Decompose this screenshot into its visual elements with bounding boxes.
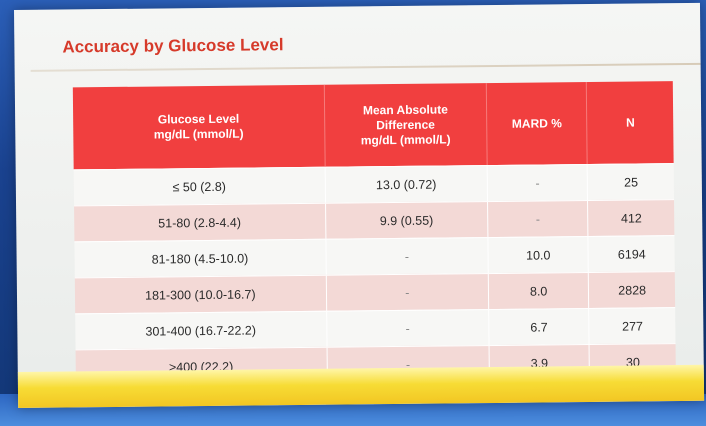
cell-glucose-level: 181-300 (10.0-16.7) xyxy=(74,275,327,314)
cell-n: 412 xyxy=(620,210,642,226)
cell-n: 2828 xyxy=(618,282,647,298)
header-n: N xyxy=(625,115,635,130)
table-row: 51-80 (2.8-4.4) 9.9 (0.55) - 412 xyxy=(74,199,675,242)
cell-mard: 10.0 xyxy=(488,236,590,274)
cell-n: 25 xyxy=(624,174,639,190)
table-row: 181-300 (10.0-16.7) - 8.0 2828 xyxy=(74,271,676,314)
title-divider xyxy=(30,62,701,72)
table-row: 301-400 (16.7-22.2) - 6.7 277 xyxy=(75,307,676,350)
cell-mean-absolute-difference: 9.9 (0.55) xyxy=(325,202,489,239)
cell-glucose-level: 301-400 (16.7-22.2) xyxy=(75,311,328,350)
cell-n: 6194 xyxy=(617,246,646,262)
cell-mard: - xyxy=(487,164,589,202)
table-row: ≤ 50 (2.8) 13.0 (0.72) - 25 xyxy=(73,163,675,206)
header-mard: MARD % xyxy=(486,82,589,166)
slide-footer-band xyxy=(17,364,705,408)
cell-mard: 6.7 xyxy=(489,308,590,346)
cell-mard: - xyxy=(487,200,589,238)
cell-glucose-level: ≤ 50 (2.8) xyxy=(73,167,326,206)
slide-title: Accuracy by Glucose Level xyxy=(62,35,284,57)
cell-mard: 8.0 xyxy=(488,272,590,310)
presentation-slide: Accuracy by Glucose Level Glucose Level … xyxy=(14,2,705,408)
accuracy-table: Glucose Level mg/dL (mmol/L) Mean Absolu… xyxy=(72,81,676,386)
cell-glucose-level: 51-80 (2.8-4.4) xyxy=(74,203,327,242)
table-row: 81-180 (4.5-10.0) - 10.0 6194 xyxy=(74,235,675,278)
cell-mean-absolute-difference: 13.0 (0.72) xyxy=(325,166,488,203)
cell-mean-absolute-difference: - xyxy=(326,238,489,275)
cell-mean-absolute-difference: - xyxy=(326,274,490,311)
cell-mean-absolute-difference: - xyxy=(326,310,490,347)
cell-glucose-level: 81-180 (4.5-10.0) xyxy=(74,239,327,278)
cell-n: 277 xyxy=(622,318,644,334)
table-header-row: Glucose Level mg/dL (mmol/L) Mean Absolu… xyxy=(72,81,674,170)
header-glucose-level: Glucose Level mg/dL (mmol/L) xyxy=(72,84,326,170)
header-mean-absolute-difference: Mean Absolute Difference mg/dL (mmol/L) xyxy=(324,83,488,167)
